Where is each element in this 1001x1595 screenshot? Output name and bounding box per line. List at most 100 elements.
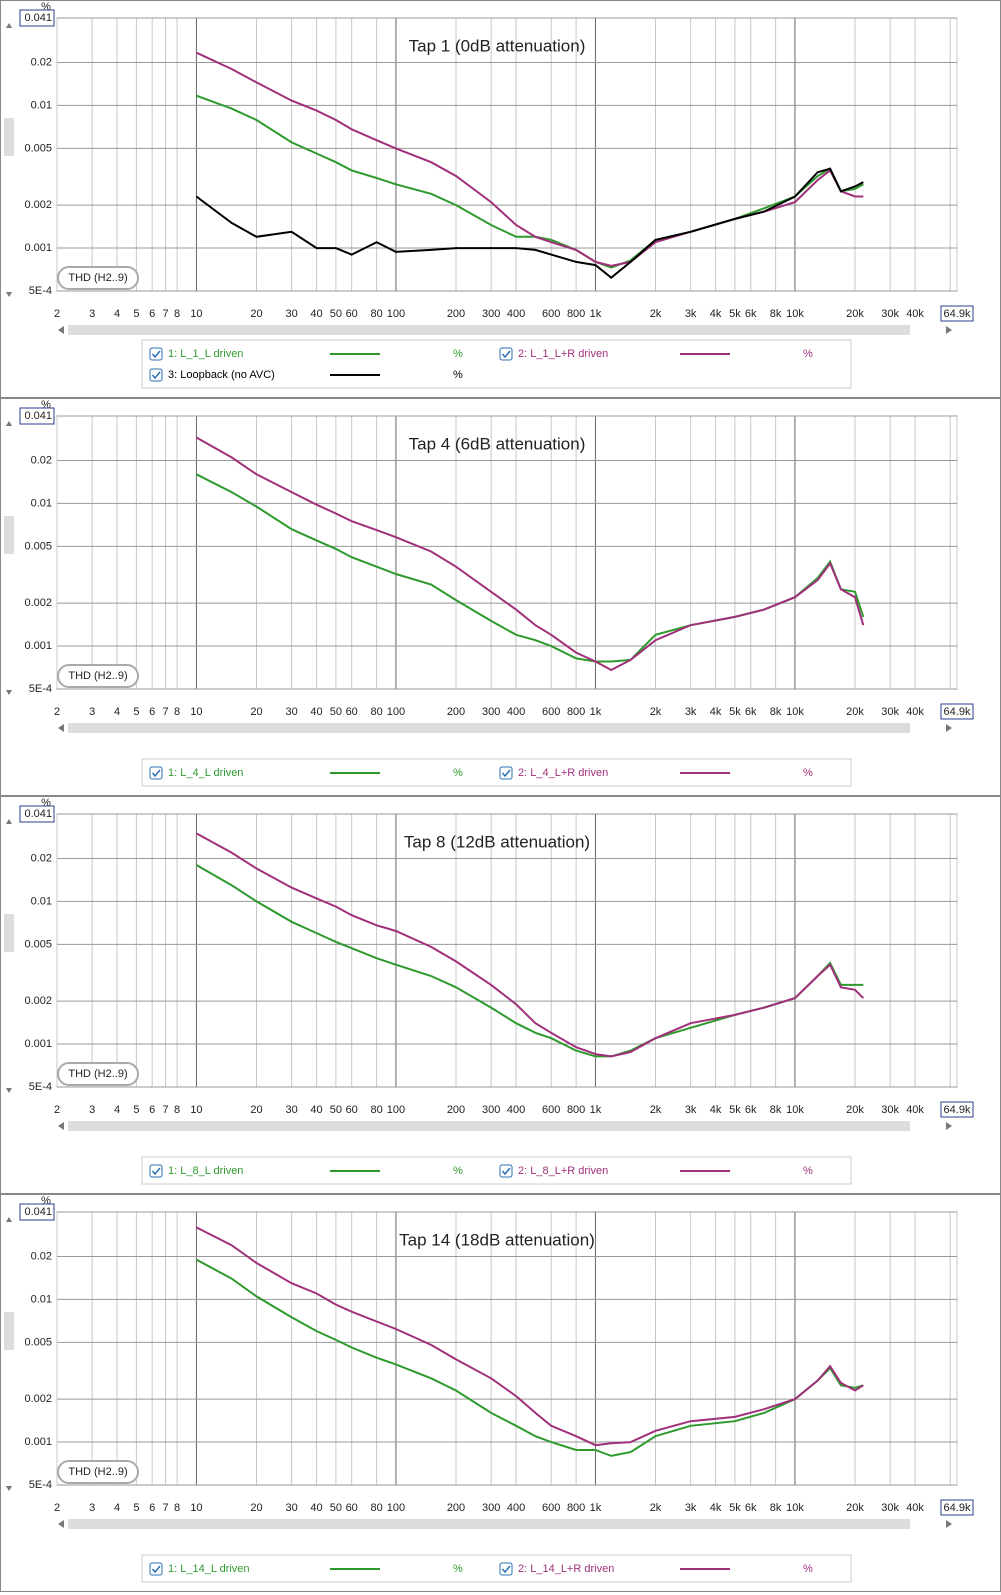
x-scroll-left[interactable] [58,1122,64,1130]
y-scroll-down[interactable] [6,1088,12,1093]
legend-unit: % [453,1165,463,1177]
legend-check [501,1167,511,1176]
x-tick-label: 6 [149,706,155,718]
y-tick-label: 0.02 [31,852,52,864]
x-scroll-right[interactable] [946,1122,952,1130]
y-scroll-up[interactable] [6,23,12,28]
x-scroll-left[interactable] [58,326,64,334]
y-scroll-up[interactable] [6,1217,12,1222]
legend-checkbox[interactable] [499,1164,513,1178]
x-scroll-left[interactable] [58,724,64,732]
x-scroll-track[interactable] [68,1121,910,1131]
x-tick-label: 80 [370,706,382,718]
legend-checkbox[interactable] [499,1562,513,1576]
chart-panel: % 2 3 4 5 6 7 8 10 20 30 40 50 60 80 100 200 300 400 600 800… [0,1194,1001,1592]
legend-label: 2: L_4_L+R driven [518,767,608,779]
x-tick-label: 60 [346,1502,358,1514]
x-tick-label: 600 [542,308,560,320]
y-tick-label: 0.041 [24,12,52,24]
y-tick-label: 0.01 [31,895,52,907]
x-tick-label: 6k [745,1502,757,1514]
x-tick-label: 50 [330,706,342,718]
x-tick-label: 10 [190,1104,202,1116]
x-tick-label: 20 [250,1104,262,1116]
y-tick-label: 0.01 [31,99,52,111]
x-limit-box [940,1101,974,1118]
x-tick-label: 400 [507,706,525,718]
chart-title: Tap 8 (12dB attenuation) [404,832,590,851]
legend-checkbox[interactable] [149,347,163,361]
x-tick-label: 6 [149,1104,155,1116]
x-tick-label: 600 [542,1104,560,1116]
x-tick-label: 30 [286,1502,298,1514]
series-line [195,436,865,672]
x-scroll-right[interactable] [946,326,952,334]
y-scroll-thumb[interactable] [4,516,14,554]
y-scroll-down[interactable] [6,292,12,297]
x-scroll-left[interactable] [58,1520,64,1528]
x-tick-label: 60 [346,308,358,320]
x-tick-label: 8k [770,1104,782,1116]
plot-area [56,415,958,690]
series-line [195,167,864,279]
x-tick-label: 200 [447,706,465,718]
x-tick-label: 30 [286,1104,298,1116]
legend-label: 1: L_4_L driven [168,767,243,779]
y-tick-label: 0.02 [31,1250,52,1262]
x-tick-label: 1k [590,706,602,718]
x-tick-label: 10k [786,1502,804,1514]
y-unit: % [41,797,51,809]
x-limit-box [940,703,974,720]
x-tick-label: 3k [685,706,697,718]
x-tick-label: 300 [482,308,500,320]
chart-title: Tap 4 (6dB attenuation) [409,434,586,453]
badge-label: THD (H2..9) [68,1466,127,1478]
legend-checkbox[interactable] [149,368,163,382]
x-tick-label: 2k [650,308,662,320]
x-tick-label: 400 [507,308,525,320]
badge-box [57,1062,139,1086]
legend-checkbox[interactable] [149,766,163,780]
x-scroll-track[interactable] [68,325,910,335]
y-tick-label: 0.005 [24,938,52,950]
x-tick-label: 2 [54,308,60,320]
legend-box [141,339,852,389]
y-tick-label: 0.01 [31,1293,52,1305]
legend-check [151,1565,161,1574]
x-tick-label: 80 [370,308,382,320]
x-tick-label: 6k [745,1104,757,1116]
y-scroll-up[interactable] [6,421,12,426]
legend-checkbox[interactable] [149,1562,163,1576]
y-scroll-down[interactable] [6,690,12,695]
x-tick-label: 64.9k [944,706,971,718]
x-tick-label: 64.9k [944,1104,971,1116]
y-scroll-thumb[interactable] [4,118,14,156]
y-scroll-thumb[interactable] [4,914,14,952]
y-scroll-up[interactable] [6,819,12,824]
y-tick-label: 0.02 [31,454,52,466]
x-tick-label: 40 [310,1104,322,1116]
x-tick-label: 3 [89,706,95,718]
x-tick-label: 40k [906,308,924,320]
legend-checkbox[interactable] [499,766,513,780]
x-scroll-right[interactable] [946,1520,952,1528]
y-tick-label: 0.005 [24,540,52,552]
legend-box [141,1156,852,1185]
legend-label: 3: Loopback (no AVC) [168,369,275,381]
x-tick-label: 20 [250,706,262,718]
x-tick-label: 40k [906,1104,924,1116]
legend-unit: % [803,1165,813,1177]
legend-checkbox[interactable] [149,1164,163,1178]
x-tick-label: 400 [507,1104,525,1116]
y-scroll-down[interactable] [6,1486,12,1491]
x-tick-label: 4k [710,706,722,718]
y-scroll-thumb[interactable] [4,1312,14,1350]
x-tick-label: 800 [567,1104,585,1116]
x-tick-label: 40k [906,706,924,718]
legend-checkbox[interactable] [499,347,513,361]
y-tick-label: 5E-4 [29,1081,52,1093]
x-scroll-track[interactable] [68,1519,910,1529]
x-scroll-track[interactable] [68,723,910,733]
x-tick-label: 5 [133,1502,139,1514]
x-scroll-right[interactable] [946,724,952,732]
